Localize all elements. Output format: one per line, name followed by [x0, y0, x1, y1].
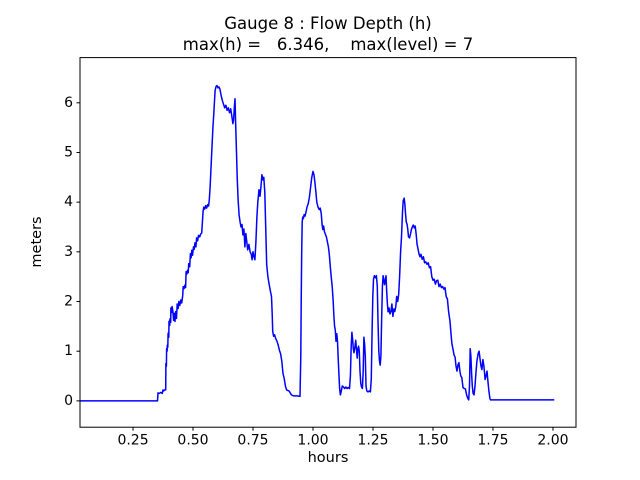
x-axis-label: hours [307, 450, 349, 466]
y-tick-label: 2 [64, 294, 73, 310]
x-tick-label: 0.50 [177, 432, 208, 448]
x-tick-label: 1.25 [357, 432, 388, 448]
y-tick-label: 6 [64, 95, 73, 111]
x-tick-label: 1.50 [417, 432, 448, 448]
y-tick-label: 0 [64, 393, 73, 409]
x-tick-label: 0.25 [117, 432, 148, 448]
x-tick-label: 1.75 [477, 432, 508, 448]
x-tick-label: 0.75 [237, 432, 268, 448]
y-tick-label: 5 [64, 144, 73, 160]
y-tick-label: 3 [64, 244, 73, 260]
y-tick-label: 1 [64, 343, 73, 359]
axes-frame [79, 57, 577, 428]
x-tick-label: 2.00 [537, 432, 568, 448]
flow-depth-line [79, 84, 555, 402]
chart-title: Gauge 8 : Flow Depth (h) [224, 14, 432, 33]
y-tick-label: 4 [64, 194, 73, 210]
chart-subtitle: max(h) = 6.346, max(level) = 7 [182, 35, 474, 54]
x-tick-label: 1.00 [297, 432, 328, 448]
